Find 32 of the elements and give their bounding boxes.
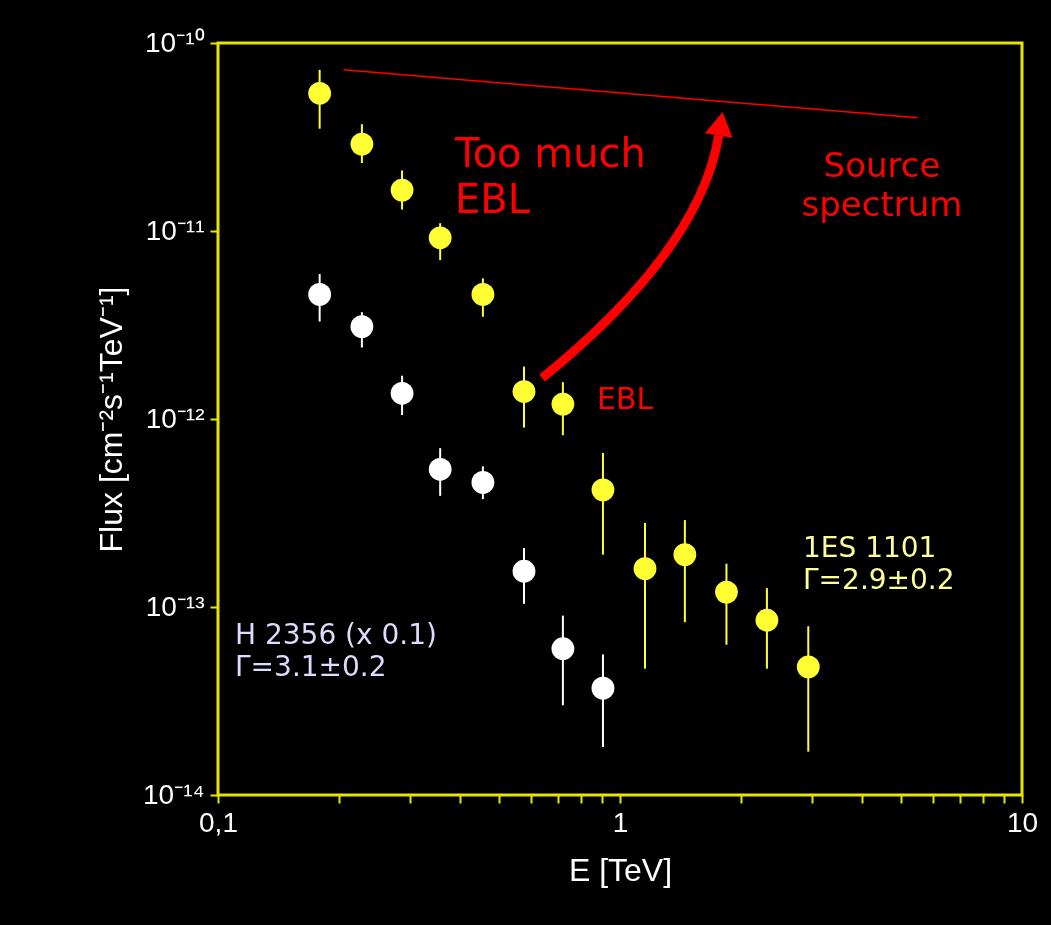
point <box>551 637 575 661</box>
point <box>471 283 495 306</box>
x-tick-label: 10 <box>1006 806 1039 838</box>
annotation: 1ES 1101 Γ=2.9±0.2 <box>803 531 955 597</box>
annotation: H 2356 (x 0.1) Γ=3.1±0.2 <box>235 618 437 684</box>
annotation: EBL <box>597 381 654 416</box>
point <box>551 392 575 416</box>
point <box>755 608 779 632</box>
point <box>471 471 495 494</box>
point <box>715 580 738 604</box>
annotation: Source spectrum <box>801 145 963 225</box>
point <box>591 478 615 502</box>
y-tick-label: 10⁻¹³ <box>145 590 205 622</box>
y-tick-label: 10⁻¹⁰ <box>145 26 205 58</box>
annotation: Too much EBL <box>454 130 646 222</box>
point <box>796 655 820 679</box>
y-tick-label: 10⁻¹¹ <box>145 214 205 246</box>
x-axis-title: E [TeV] <box>568 851 673 888</box>
y-tick-label: 10⁻¹² <box>145 402 205 434</box>
point <box>350 315 374 338</box>
point <box>673 543 697 566</box>
point <box>308 283 332 306</box>
point <box>308 81 332 105</box>
point <box>512 380 536 403</box>
point <box>390 381 414 405</box>
y-axis-title: Flux [cm⁻²s⁻¹TeV⁻¹] <box>93 286 129 553</box>
point <box>633 557 657 580</box>
point <box>512 559 536 583</box>
point <box>390 178 414 202</box>
point <box>591 676 615 700</box>
x-tick-label: 1 <box>612 806 629 838</box>
point <box>350 132 374 156</box>
